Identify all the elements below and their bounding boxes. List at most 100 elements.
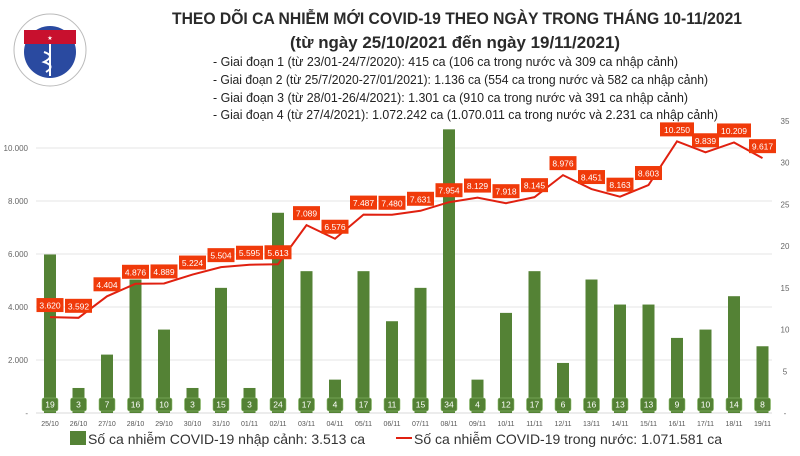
x-tick: 10/11 (498, 421, 515, 428)
line-label: 8.451 (581, 173, 603, 183)
bar-label-box (412, 397, 429, 412)
line-label: 4.889 (153, 267, 175, 277)
bar (44, 254, 56, 413)
line-label: 6.576 (324, 222, 346, 232)
line-label-box (464, 178, 491, 193)
line-label-box (521, 178, 548, 193)
bar-label: 10 (701, 400, 711, 410)
line-label: 7.089 (296, 209, 318, 219)
chart-subtitle: (từ ngày 25/10/2021 đến ngày 19/11/2021) (290, 33, 620, 52)
bar (272, 212, 284, 413)
bar-label-box (497, 397, 515, 412)
line-label-box (660, 122, 694, 137)
x-tick: 27/10 (98, 421, 116, 428)
x-tick: 26/10 (70, 421, 88, 428)
line-label: 8.603 (638, 169, 660, 179)
line-label-box (492, 184, 520, 199)
note-1: - Giai đoạn 1 (từ 23/01-24/7/2020): 415 … (213, 55, 678, 69)
x-tick: 13/11 (583, 421, 600, 428)
x-tick: 29/10 (155, 421, 173, 428)
bar-label: 19 (45, 400, 55, 410)
bar-label-box (298, 397, 315, 412)
bar-label: 15 (216, 400, 226, 410)
bar (300, 271, 313, 413)
bar (158, 329, 170, 413)
x-tick: 07/11 (412, 421, 429, 428)
bar-label: 3 (247, 400, 252, 410)
y-right-tick: 35 (781, 117, 790, 126)
bar-label: 7 (105, 400, 110, 410)
bar (357, 271, 370, 413)
bar-label: 17 (302, 400, 312, 410)
bar-label-box (668, 397, 686, 412)
bar (129, 279, 142, 413)
bar-label-box (98, 397, 116, 412)
note-2: - Giai đoạn 2 (từ 25/7/2020-27/01/2021):… (213, 73, 708, 87)
line-label-box (606, 177, 634, 192)
x-tick: 19/11 (754, 421, 771, 428)
line-label: 5.504 (210, 251, 232, 261)
bar-label: 9 (675, 400, 680, 410)
line-label-box (549, 156, 577, 171)
bar-label: 3 (76, 400, 81, 410)
line-label-box (236, 245, 263, 260)
x-tick: 12/11 (555, 421, 572, 428)
bar (614, 304, 626, 413)
bar (386, 321, 398, 413)
bar-label: 13 (644, 400, 654, 410)
line-label-box (749, 139, 776, 154)
line-label-box (435, 183, 463, 198)
line-label: 8.145 (524, 181, 546, 191)
bar (728, 296, 740, 413)
line-label-box (93, 277, 121, 292)
line-label: 3.620 (39, 301, 61, 311)
y-left-tick: 4.000 (8, 303, 29, 312)
bar-label-box (184, 397, 201, 412)
y-right-tick: 25 (781, 200, 790, 209)
line-label: 9.839 (695, 136, 717, 146)
bar (500, 312, 512, 413)
bar-label-box (526, 397, 543, 412)
line-label-box (36, 298, 64, 313)
x-tick: 30/10 (184, 421, 202, 428)
y-right-tick: 30 (781, 159, 790, 168)
line-label: 7.918 (495, 187, 517, 197)
line-label: 4.876 (125, 267, 147, 277)
bar-label: 12 (501, 400, 511, 410)
bar-label: 16 (587, 400, 597, 410)
legend-bar-swatch (70, 431, 86, 445)
line-label: 8.163 (609, 180, 631, 190)
y-right-tick: - (784, 409, 787, 418)
bar-label-box (583, 397, 600, 412)
bar-label: 16 (131, 400, 141, 410)
line-label: 4.404 (96, 280, 118, 290)
line-label: 8.976 (552, 159, 574, 169)
line-label: 7.480 (381, 198, 403, 208)
bar (528, 271, 541, 413)
bar-label-box (469, 397, 486, 412)
bar-label: 17 (359, 400, 369, 410)
line-label-box (378, 195, 406, 210)
line-label-box (350, 195, 377, 210)
bar (414, 287, 427, 413)
bar-label-box (640, 397, 657, 412)
line-label-box (321, 219, 349, 234)
line-label-box (207, 248, 235, 263)
x-tick: 08/11 (441, 421, 458, 428)
line-label: 10.250 (664, 125, 690, 135)
bar-label: 11 (388, 400, 397, 410)
x-tick: 31/10 (212, 421, 230, 428)
x-tick: 14/11 (612, 421, 629, 428)
line-label: 7.631 (410, 194, 432, 204)
x-tick: 25/10 (41, 421, 59, 428)
bar-label: 4 (475, 400, 480, 410)
line-label: 5.224 (182, 258, 204, 268)
y-left-tick: 10.000 (4, 144, 29, 153)
line-label-box (692, 133, 719, 148)
legend-line-label: Số ca nhiễm COVID-19 trong nước: 1.071.5… (414, 431, 722, 447)
bar-label: 34 (444, 400, 454, 410)
bar-label-box (326, 397, 344, 412)
bar-label-box (155, 397, 173, 412)
legend-bar-label: Số ca nhiễm COVID-19 nhập cảnh: 3.513 ca (88, 431, 365, 447)
y-left-tick: 8.000 (8, 197, 29, 206)
